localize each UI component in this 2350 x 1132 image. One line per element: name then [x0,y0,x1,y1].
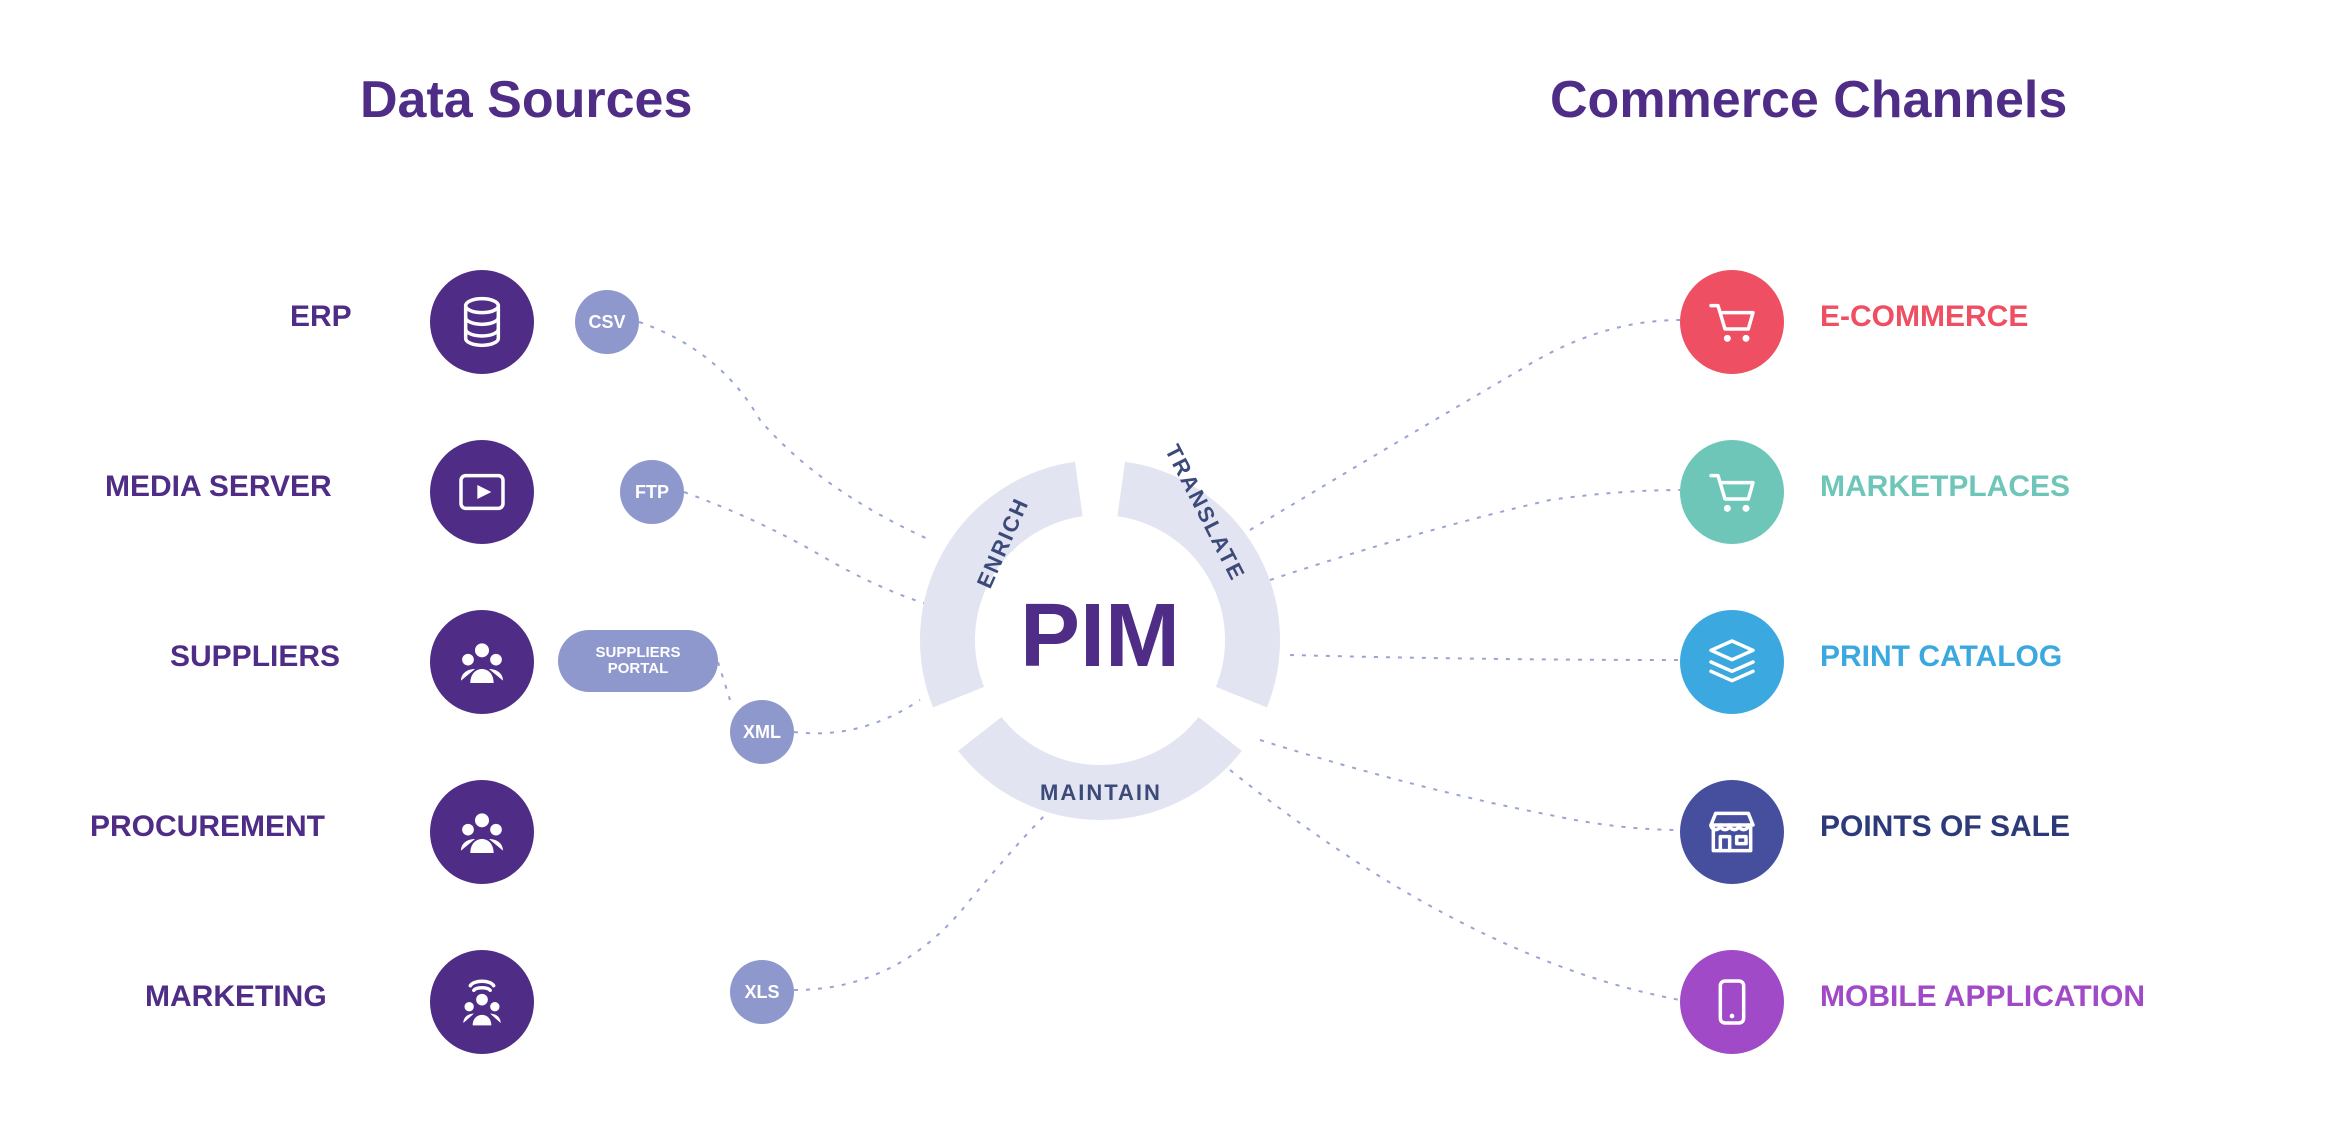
suppliers-portal-badge: SUPPLIERSPORTAL [558,630,718,692]
media-label: MEDIA SERVER [105,470,332,504]
mobile-label: MOBILE APPLICATION [1820,980,2145,1014]
pos-label: POINTS OF SALE [1820,810,2070,844]
right-section-title: Commerce Channels [1550,70,2067,130]
xml-badge: XML [730,700,794,764]
left-section-title: Data Sources [360,70,692,130]
procurement-label: PROCUREMENT [90,810,325,844]
marketplaces-label: MARKETPLACES [1820,470,2070,504]
xls-badge: XLS [730,960,794,1024]
print-icon [1680,610,1784,714]
erp-label: ERP [290,300,352,334]
csv-badge: CSV [575,290,639,354]
marketing-label: MARKETING [145,980,327,1014]
mobile-icon [1680,950,1784,1054]
print-label: PRINT CATALOG [1820,640,2062,674]
erp-icon [430,270,534,374]
ecommerce-icon [1680,270,1784,374]
media-icon [430,440,534,544]
ftp-badge: FTP [620,460,684,524]
ring-label-maintain: MAINTAIN [1040,780,1162,806]
marketplaces-icon [1680,440,1784,544]
pos-icon [1680,780,1784,884]
marketing-icon [430,950,534,1054]
procurement-icon [430,780,534,884]
ecommerce-label: E-COMMERCE [1820,300,2028,334]
suppliers-icon [430,610,534,714]
pim-center-label: PIM [1010,585,1190,688]
suppliers-label: SUPPLIERS [170,640,340,674]
